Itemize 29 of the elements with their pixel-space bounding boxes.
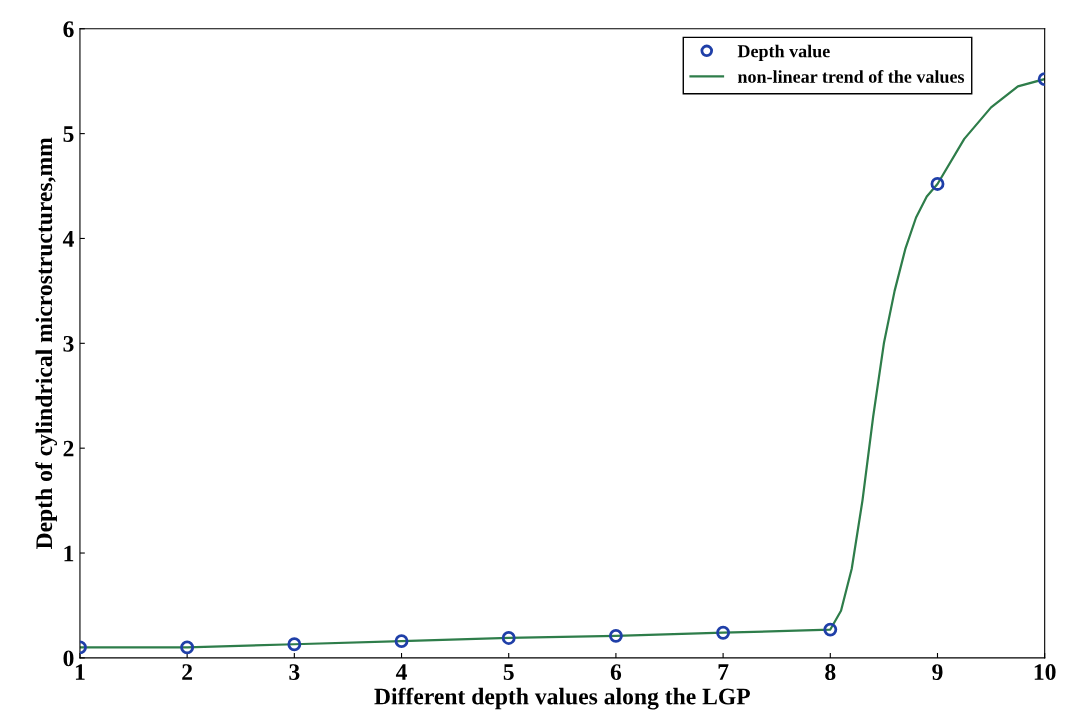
point <box>716 625 731 640</box>
x-tick-label: 4 <box>395 664 407 680</box>
point <box>823 622 838 637</box>
x-tick-label: 3 <box>289 664 300 681</box>
y-tick-label: 2 <box>63 440 74 457</box>
legend-label: non-linear trend of the values <box>737 69 965 83</box>
y-tick-label: 5 <box>63 126 74 143</box>
point <box>930 177 945 191</box>
x-axis-title: Different depth values along the LGP <box>374 687 750 710</box>
y-tick-label: 6 <box>63 21 74 38</box>
y-tick-label: 1 <box>64 545 74 562</box>
y-tick-label: 3 <box>63 335 74 352</box>
point <box>180 640 195 655</box>
x-tick-label: 8 <box>825 664 836 681</box>
x-tick-label: 7 <box>718 664 729 680</box>
x-tick-label: 2 <box>182 664 193 680</box>
x-tick-label: 10 <box>1034 664 1056 681</box>
point <box>394 634 409 649</box>
x-tick-label: 6 <box>610 664 622 681</box>
point <box>501 631 516 645</box>
x-tick-label: 9 <box>932 664 943 681</box>
legend-label: Depth value <box>737 44 830 62</box>
point <box>287 637 302 652</box>
x-tick-label: 1 <box>75 664 85 680</box>
y-tick-label: 0 <box>63 650 74 667</box>
y-tick-label: 4 <box>62 231 74 247</box>
x-tick-label: 5 <box>503 664 514 681</box>
y-axis-title: Depth of cylindrical microstructures,mm <box>35 137 58 550</box>
point <box>608 628 623 643</box>
